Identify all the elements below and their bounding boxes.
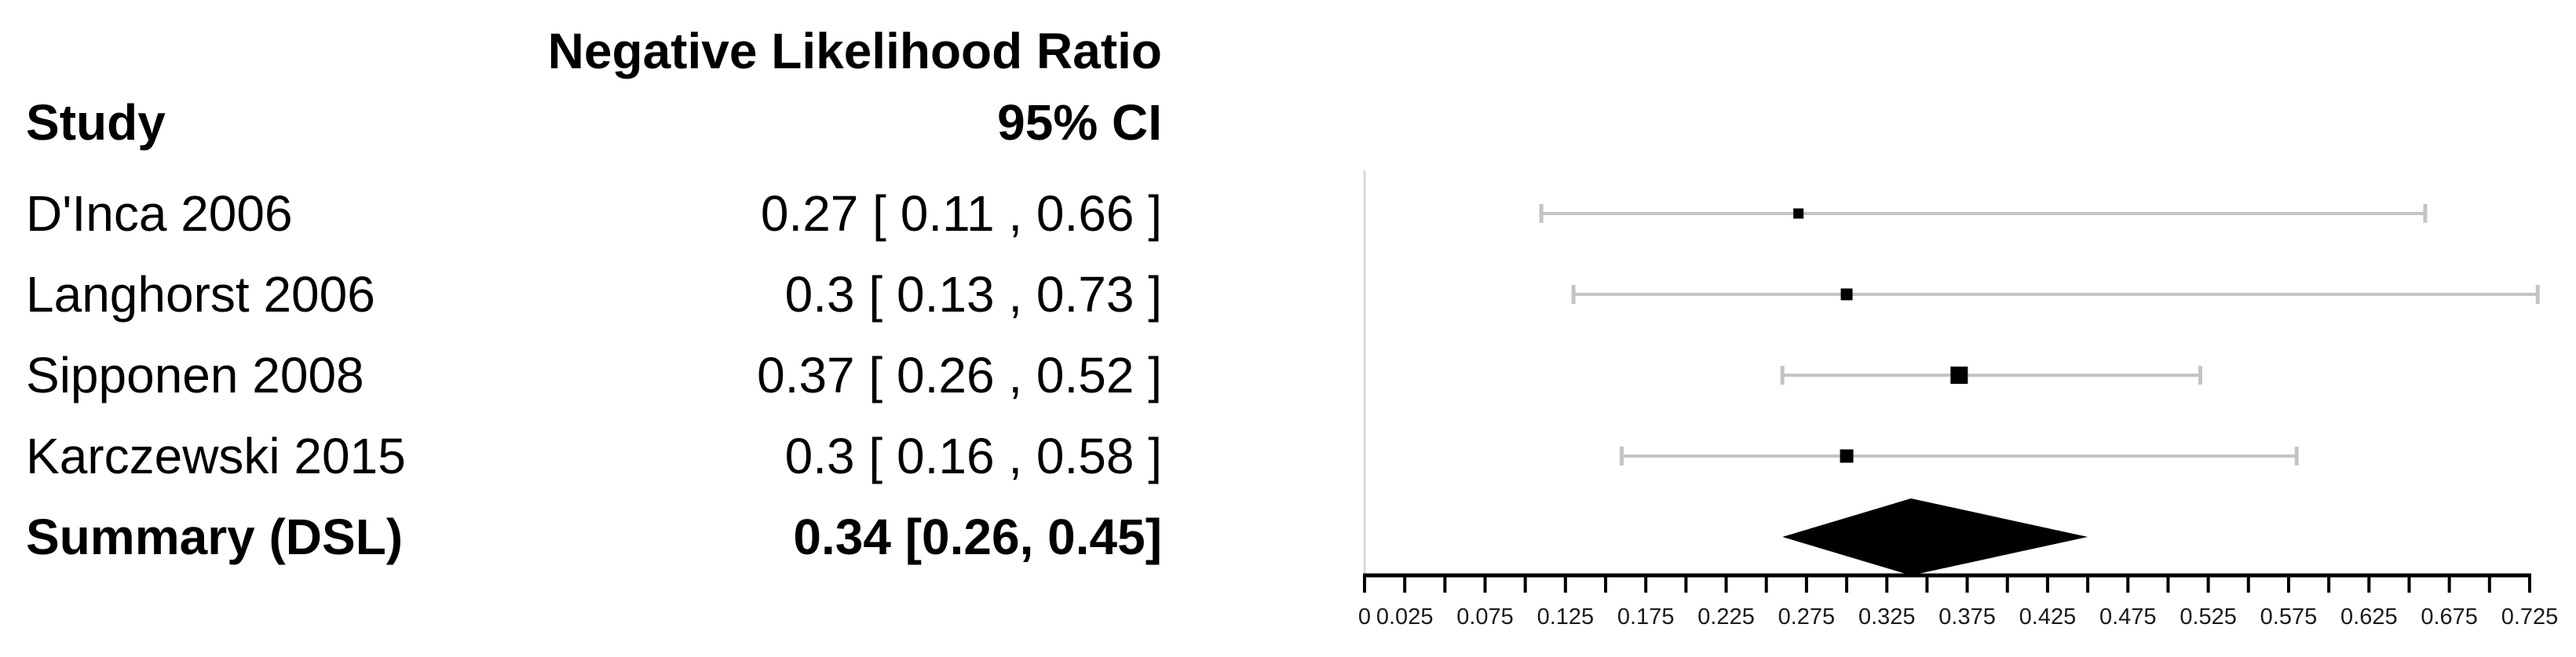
x-axis-tick-label: 0.575 [2260, 604, 2318, 630]
ci-value: 0.27 [ 0.11 , 0.66 ] [760, 185, 1162, 242]
x-axis-tick-label: 0.125 [1537, 604, 1595, 630]
summary-diamond [1782, 498, 2088, 575]
x-axis-tick-label: 0.675 [2421, 604, 2478, 630]
ci-value: 0.37 [ 0.26 , 0.52 ] [757, 347, 1162, 403]
chart-title: Negative Likelihood Ratio [547, 23, 1162, 79]
x-axis-tick-label: 0.025 [1376, 604, 1434, 630]
ci-column-header: 95% CI [997, 94, 1162, 151]
x-axis-tick-label: 0.425 [2019, 604, 2077, 630]
ci-value: 0.3 [ 0.13 , 0.73 ] [784, 266, 1162, 323]
x-axis-tick-label: 0.525 [2180, 604, 2237, 630]
x-axis-tick-label: 0.725 [2501, 604, 2559, 630]
summary-ci-value: 0.34 [0.26, 0.45] [793, 509, 1162, 565]
x-axis-tick-label: 0.625 [2340, 604, 2398, 630]
x-axis-tick-label: 0.275 [1778, 604, 1836, 630]
x-axis-tick-label: 0.325 [1858, 604, 1916, 630]
summary-label: Summary (DSL) [26, 509, 404, 565]
x-axis-tick-label: 0.475 [2099, 604, 2157, 630]
estimate-marker [1950, 367, 1968, 384]
study-label: Sipponen 2008 [26, 347, 364, 403]
study-label: Karczewski 2015 [26, 428, 406, 484]
x-axis-tick-label: 0.175 [1617, 604, 1675, 630]
x-axis-tick-label: 0.225 [1697, 604, 1755, 630]
ci-value: 0.3 [ 0.16 , 0.58 ] [784, 428, 1162, 484]
study-label: Langhorst 2006 [26, 266, 375, 323]
x-axis-tick-label: 0.375 [1938, 604, 1996, 630]
estimate-marker [1840, 288, 1853, 301]
study-label: D'Inca 2006 [26, 185, 293, 242]
study-column-header: Study [26, 94, 166, 151]
x-axis-tick-label: 0.075 [1456, 604, 1514, 630]
estimate-marker [1840, 449, 1854, 463]
x-axis-tick-label: 0 [1358, 604, 1371, 630]
estimate-marker [1793, 208, 1804, 219]
